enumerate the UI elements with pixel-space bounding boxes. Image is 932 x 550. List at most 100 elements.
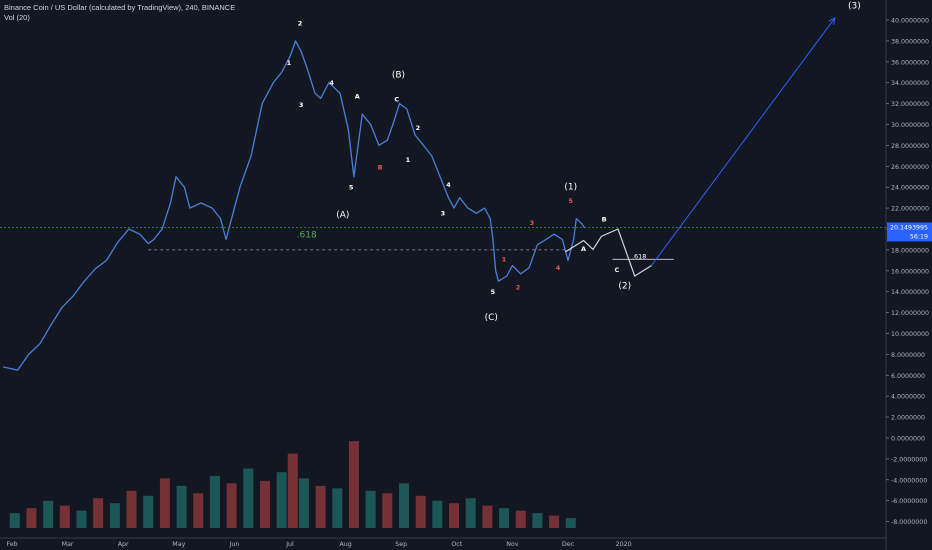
- volume-bar: [287, 453, 298, 528]
- volume-bar: [159, 478, 170, 528]
- volume-bar: [398, 483, 409, 528]
- volume-bar: [549, 515, 560, 528]
- wave-label: 2: [298, 19, 303, 27]
- volume-bar: [9, 513, 20, 528]
- wave-label: 4: [556, 264, 561, 272]
- projection-path: [564, 228, 652, 277]
- wave-label: 3: [441, 209, 446, 217]
- current-price-badge: [887, 222, 932, 242]
- volume-bar: [315, 485, 326, 528]
- wave-label: (2): [618, 282, 631, 292]
- volume-bar: [415, 495, 426, 528]
- wave-label: 3: [299, 101, 304, 109]
- y-tick-label: 24.0000000: [891, 185, 929, 192]
- y-tick-label: 18.0000000: [891, 247, 929, 254]
- volume-bar: [259, 480, 270, 528]
- wave-label: B: [602, 216, 607, 224]
- x-tick-label: Aug: [339, 541, 351, 548]
- wave-label: 2: [416, 124, 421, 132]
- volume-bar: [126, 490, 137, 528]
- fib-label: .618: [297, 230, 317, 240]
- wave-label: C: [394, 96, 399, 104]
- volume-bar: [276, 472, 287, 528]
- y-tick-label: 16.0000000: [891, 268, 929, 275]
- wave-label: 4: [329, 79, 334, 87]
- target-arrow-line: [650, 17, 836, 266]
- wave-label: B: [378, 163, 383, 171]
- y-tick-label: 4.0000000: [891, 394, 925, 401]
- wave-label: C: [615, 266, 620, 274]
- volume-bar: [226, 483, 237, 528]
- x-tick-label: Apr: [118, 541, 129, 548]
- volume-bar: [449, 503, 460, 528]
- wave-label: (1): [564, 182, 577, 192]
- wave-label: (A): [336, 211, 349, 221]
- x-tick-label: Mar: [62, 541, 74, 548]
- price-line: [2, 40, 586, 371]
- y-tick-label: -4.0000000: [891, 477, 927, 484]
- y-tick-label: -6.0000000: [891, 498, 927, 505]
- x-tick-label: Jul: [285, 541, 294, 548]
- volume-bar: [365, 490, 376, 528]
- volume-bar: [499, 508, 510, 528]
- volume-bar: [332, 488, 343, 528]
- price-series: [0, 40, 886, 371]
- wave-label: 4: [446, 181, 451, 189]
- volume-bar: [59, 505, 70, 528]
- wave-label: 5: [349, 183, 354, 191]
- volume-bar: [43, 500, 54, 528]
- x-tick-label: Jun: [228, 541, 239, 548]
- x-tick-label: Nov: [506, 541, 519, 548]
- y-tick-label: 22.0000000: [891, 206, 929, 213]
- target-arrowhead: [828, 17, 836, 25]
- wave-label: 2: [516, 284, 521, 292]
- y-tick-label: -8.0000000: [891, 519, 927, 526]
- volume-bar: [26, 508, 37, 528]
- y-tick-label: 32.0000000: [891, 101, 929, 108]
- wave-label: 3: [530, 219, 535, 227]
- wave-label: A: [581, 245, 586, 253]
- x-tick-label: Sep: [395, 541, 407, 548]
- chart-title: Binance Coin / US Dollar (calculated by …: [4, 3, 236, 12]
- y-tick-label: 2.0000000: [891, 415, 925, 422]
- y-tick-label: 34.0000000: [891, 80, 929, 87]
- y-tick-label: 10.0000000: [891, 331, 929, 338]
- y-tick-label: 36.0000000: [891, 59, 929, 66]
- y-tick-label: 26.0000000: [891, 164, 929, 171]
- volume-bar: [109, 503, 120, 528]
- wave-label: (3): [848, 2, 861, 12]
- bar-countdown-label: 56:19: [910, 233, 928, 240]
- x-tick-label: May: [172, 541, 185, 548]
- volume-bars: [9, 441, 576, 528]
- volume-bar: [432, 500, 443, 528]
- volume-bar: [348, 441, 359, 528]
- wave-label: 1: [502, 255, 507, 263]
- volume-bar: [176, 485, 187, 528]
- y-tick-label: 12.0000000: [891, 310, 929, 317]
- volume-bar: [515, 510, 526, 528]
- volume-bar: [143, 495, 154, 528]
- volume-indicator-label[interactable]: Vol (20): [4, 13, 30, 22]
- current-price-label: 20.1493995: [890, 224, 928, 231]
- volume-bar: [93, 498, 104, 528]
- volume-bar: [298, 478, 309, 528]
- volume-bar: [243, 468, 254, 528]
- x-tick-label: 2020: [616, 541, 632, 548]
- volume-bar: [465, 498, 476, 528]
- volume-bar: [532, 513, 543, 528]
- y-tick-label: -2.0000000: [891, 456, 927, 463]
- y-tick-label: 40.0000000: [891, 18, 929, 25]
- wave-label: A: [355, 92, 360, 100]
- volume-bar: [209, 475, 220, 528]
- x-tick-label: Oct: [451, 541, 462, 548]
- wave-label: 5: [491, 288, 496, 296]
- x-tick-label: Feb: [6, 541, 17, 548]
- wave-label: 1: [406, 156, 411, 164]
- wave-label: 1: [287, 59, 292, 67]
- y-tick-label: 8.0000000: [891, 352, 925, 359]
- y-tick-label: 0.0000000: [891, 435, 925, 442]
- volume-bar: [193, 493, 204, 528]
- volume-bar: [482, 505, 493, 528]
